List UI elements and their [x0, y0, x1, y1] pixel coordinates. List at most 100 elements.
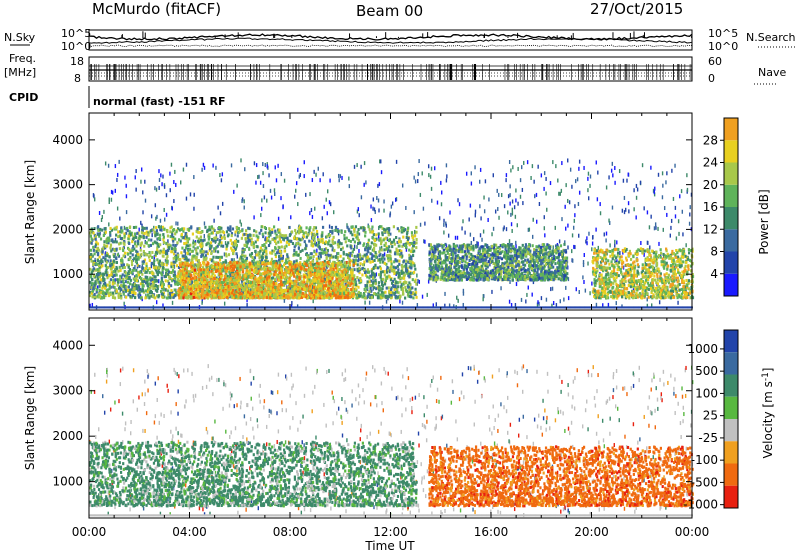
echo-cell [198, 227, 201, 231]
echo-cell [219, 226, 222, 230]
echo-cell [284, 236, 287, 240]
echo-cell [160, 173, 162, 178]
echo-cell [111, 238, 114, 242]
echo-cell [295, 188, 297, 193]
echo-cell [337, 239, 341, 243]
echo-cell [90, 259, 93, 263]
echo-cell [160, 228, 163, 232]
echo-cell [317, 238, 320, 242]
echo-cell [582, 263, 585, 268]
echo-cell [384, 290, 387, 294]
echo-cell [229, 266, 232, 270]
echo-cell [544, 233, 546, 238]
echo-cell [101, 247, 104, 251]
echo-cell [116, 172, 119, 177]
echo-cell [109, 262, 112, 266]
echo-cell [123, 232, 126, 236]
echo-cell [406, 231, 409, 235]
echo-cell [574, 213, 576, 218]
echo-cell [639, 180, 642, 185]
echo-cell [134, 279, 137, 283]
echo-cell [370, 268, 374, 272]
echo-cell [615, 301, 617, 306]
echo-cell [311, 178, 314, 183]
echo-cell [106, 259, 109, 263]
echo-cell [347, 265, 350, 269]
echo-cell [335, 296, 338, 300]
echo-cell [388, 249, 392, 253]
echo-cell [219, 267, 222, 271]
echo-cell [304, 231, 308, 235]
echo-cell [156, 287, 159, 291]
echo-cell [614, 166, 616, 171]
echo-cell [226, 274, 229, 278]
echo-cell [367, 247, 370, 251]
echo-cell [374, 282, 377, 286]
echo-cell [240, 158, 242, 163]
echo-cell [268, 227, 271, 231]
echo-cell [573, 218, 576, 223]
echo-cell [230, 262, 233, 266]
echo-cell [253, 256, 257, 260]
echo-cell [334, 285, 337, 289]
echo-cell [151, 294, 155, 298]
echo-cell [188, 270, 191, 274]
echo-cell [358, 248, 360, 253]
echo-cell [377, 234, 380, 239]
echo-cell [172, 228, 175, 232]
echo-cell [516, 223, 519, 228]
echo-cell [276, 293, 279, 297]
echo-cell [650, 303, 653, 308]
echo-cell [357, 278, 360, 282]
echo-cell [605, 238, 607, 243]
echo-cell [315, 172, 317, 177]
echo-cell [254, 249, 257, 253]
echo-cell [353, 244, 356, 249]
echo-cell [370, 289, 373, 293]
echo-cell [685, 243, 687, 248]
echo-cell [393, 277, 396, 281]
echo-cell [143, 258, 147, 262]
echo-cell [135, 268, 138, 272]
echo-cell [170, 250, 173, 254]
echo-cell [359, 262, 362, 266]
echo-cell [359, 226, 363, 230]
echo-cell [399, 240, 402, 244]
echo-cell [203, 256, 206, 260]
echo-cell [240, 222, 243, 227]
echo-cell [419, 222, 422, 227]
echo-cell [99, 259, 102, 263]
echo-cell [388, 275, 391, 279]
echo-cell [101, 228, 104, 232]
echo-cell [130, 271, 133, 275]
echo-cell [158, 177, 161, 182]
echo-cell [335, 263, 338, 267]
echo-cell [336, 267, 339, 271]
echo-cell [406, 271, 409, 275]
echo-cell [342, 263, 345, 267]
echo-cell [274, 229, 277, 233]
echo-cell [128, 225, 132, 229]
echo-cell [97, 272, 100, 276]
echo-cell [98, 211, 101, 216]
echo-cell [265, 249, 268, 253]
echo-cell [170, 284, 173, 288]
echo-cell [155, 270, 158, 274]
echo-cell [155, 241, 159, 245]
echo-cell [440, 180, 442, 185]
echo-cell [315, 229, 319, 233]
echo-cell [587, 261, 589, 266]
echo-cell [334, 225, 338, 229]
echo-cell [611, 205, 614, 210]
echo-cell [534, 194, 536, 199]
echo-cell [361, 295, 365, 299]
echo-cell [411, 254, 415, 258]
echo-cell [174, 232, 177, 236]
echo-cell [237, 260, 240, 264]
echo-cell [207, 241, 210, 245]
echo-cell [136, 286, 139, 290]
echo-cell [389, 232, 392, 236]
echo-cell [385, 254, 389, 258]
echo-cell [219, 173, 221, 178]
echo-cell [335, 262, 338, 266]
